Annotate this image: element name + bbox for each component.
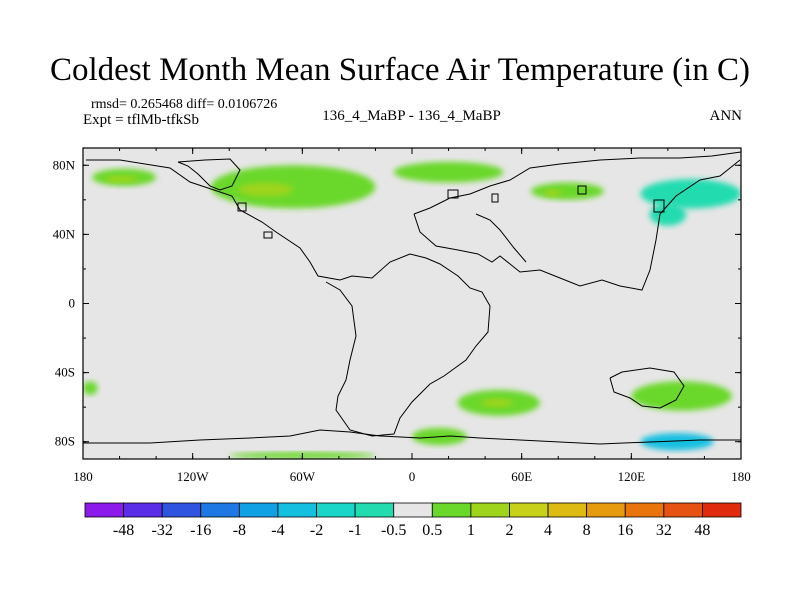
x-tick-label-1: 120W — [177, 469, 210, 484]
anomaly-region-15 — [640, 433, 714, 451]
season-label: ANN — [709, 108, 743, 124]
coastlines — [83, 151, 741, 445]
anomaly-region-11 — [481, 398, 513, 408]
y-tick-label-3: 40S — [55, 365, 75, 380]
colorbar-label-1: -32 — [152, 522, 173, 539]
chart-title: Coldest Month Mean Surface Air Temperatu… — [50, 52, 750, 88]
x-tick-label-6: 180 — [731, 469, 751, 484]
colorbar-swatch-7 — [354, 502, 395, 518]
x-tick-label-4: 60E — [511, 469, 532, 484]
colorbar-label-13: 16 — [617, 522, 633, 539]
colorbar-swatch-12 — [547, 502, 588, 518]
x-axis: 180 120W 60W 0 60E 120E 180 — [73, 148, 751, 484]
anomaly-region-2 — [210, 165, 376, 209]
colorbar-swatch-6 — [316, 502, 356, 518]
anomaly-region-4 — [393, 161, 504, 183]
colorbar-label-7: -0.5 — [381, 522, 406, 539]
y-tick-label-0: 80N — [53, 157, 76, 172]
colorbar-swatch-15 — [663, 502, 703, 518]
colorbar-label-15: 48 — [694, 522, 710, 539]
colorbar-swatch-2 — [161, 502, 202, 518]
colorbar-label-0: -48 — [113, 522, 134, 539]
colorbar-label-10: 2 — [505, 522, 513, 539]
anomaly-region-9 — [83, 381, 98, 396]
colorbar-label-9: 1 — [467, 522, 475, 539]
y-tick-label-2: 0 — [69, 296, 76, 311]
anomaly-region-12 — [631, 381, 732, 411]
y-tick-label-1: 40N — [53, 226, 76, 241]
colorbar-swatch-14 — [624, 502, 665, 518]
y-tick-label-4: 80S — [55, 434, 75, 449]
anomaly-region-7 — [640, 179, 741, 209]
colorbar-label-2: -16 — [190, 522, 211, 539]
colorbar-swatch-3 — [200, 502, 240, 518]
colorbar-label-11: 4 — [544, 522, 552, 539]
anomaly-region-8 — [649, 203, 687, 226]
colorbar-swatch-13 — [586, 502, 626, 518]
colorbar-label-4: -4 — [271, 522, 284, 539]
colorbar-label-3: -8 — [233, 522, 246, 539]
colorbar-swatch-8 — [393, 502, 433, 518]
anomaly-region-6 — [543, 189, 562, 197]
colorbar: -48 -32 -16 -8 -4 -2 -1 -0.5 0.5 1 2 4 8 16 32 48 — [84, 502, 742, 539]
colorbar-swatch-4 — [238, 502, 279, 518]
colorbar-label-5: -2 — [310, 522, 323, 539]
colorbar-swatch-11 — [509, 502, 549, 518]
map-background — [83, 148, 741, 459]
x-tick-label-2: 60W — [290, 469, 316, 484]
colorbar-swatch-0 — [84, 502, 124, 518]
colorbar-swatch-9 — [431, 502, 472, 518]
x-tick-label-0: 180 — [73, 469, 93, 484]
colorbar-label-12: 8 — [583, 522, 591, 539]
colorbar-label-6: -1 — [348, 522, 361, 539]
colorbar-label-8: 0.5 — [422, 522, 442, 539]
x-tick-label-5: 120E — [618, 469, 646, 484]
anomaly-region-1 — [104, 175, 138, 183]
experiment-label: Expt = tflMb-tfkSb — [83, 112, 199, 128]
anomaly-regions — [83, 161, 741, 459]
subtitle-label: 136_4_MaBP - 136_4_MaBP — [322, 108, 501, 124]
colorbar-swatch-1 — [123, 502, 163, 518]
colorbar-label-14: 32 — [656, 522, 672, 539]
stats-label: rmsd= 0.265468 diff= 0.0106726 — [91, 97, 278, 112]
colorbar-swatch-10 — [470, 502, 510, 518]
x-tick-label-3: 0 — [409, 469, 416, 484]
anomaly-region-5 — [530, 182, 604, 200]
anomaly-region-3 — [238, 182, 294, 197]
colorbar-swatch-16 — [702, 502, 742, 518]
colorbar-swatch-5 — [277, 502, 317, 518]
y-axis: 80N 40N 0 40S 80S — [53, 157, 741, 449]
